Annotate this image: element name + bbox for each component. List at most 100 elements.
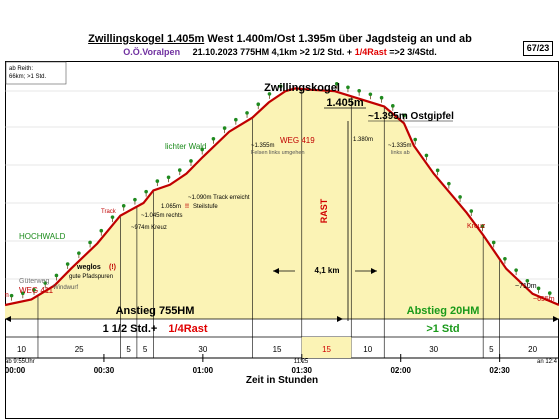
tree-icon xyxy=(77,251,81,259)
summit-elevation: 1.405m xyxy=(326,97,364,109)
title-main: Zwillingskogel 1.405m xyxy=(88,33,205,45)
rast-segment-fill xyxy=(301,337,352,358)
track-erreicht-label: ~1.090m Track erreicht xyxy=(188,195,250,201)
segment-labels: 10 25 5 5 30 15 15 10 30 5 20 xyxy=(17,337,538,358)
steilstufe-warning-label: !! xyxy=(185,204,189,210)
tree-icon xyxy=(435,168,440,176)
stats-label: 21.10.2023 775HM 4,1km >2 1/2 Std. + xyxy=(192,47,353,57)
tree-markers xyxy=(9,81,552,301)
windwurf-label: Windwurf xyxy=(53,285,78,291)
segment-duration-label: 10 xyxy=(17,345,26,354)
tree-icon xyxy=(391,104,395,111)
x-tick-label: 00:30 xyxy=(94,366,115,375)
alt-1380-label: 1.380m xyxy=(353,137,373,143)
anstieg-label: Anstieg 755HM xyxy=(116,305,195,317)
x-tick-label: 01:30 xyxy=(292,366,313,375)
tree-icon xyxy=(110,215,115,223)
segment-duration-label: 20 xyxy=(528,345,537,354)
tree-icon xyxy=(503,256,507,264)
alt-1335-label: ~1.335m xyxy=(388,143,412,149)
tree-icon xyxy=(245,111,249,118)
segment-duration-label: 5 xyxy=(126,345,131,354)
tree-icon xyxy=(88,240,92,248)
hochwald-label: HOCHWALD xyxy=(19,232,66,241)
segment-duration-label: 15 xyxy=(273,345,282,354)
rechts-label: ~1.045m rechts xyxy=(141,213,183,219)
tree-icon xyxy=(54,273,59,281)
tree-icon xyxy=(121,203,126,211)
tree-icon xyxy=(346,85,350,93)
summit-time-label: 11:25 xyxy=(294,359,309,365)
tree-icon xyxy=(177,168,182,176)
tree-icon xyxy=(211,137,216,144)
title-rest: West 1.400m/Ost 1.395m über Jagdsteig an… xyxy=(204,33,472,45)
tree-icon xyxy=(256,102,261,110)
arrow-right-icon xyxy=(371,268,377,274)
segment-duration-label: 30 xyxy=(429,345,438,354)
tree-icon xyxy=(166,175,171,183)
phase-arrow-right-icon xyxy=(553,316,559,322)
weglos-label: weglos xyxy=(76,264,101,271)
tree-icon xyxy=(234,117,238,125)
gute-pfadspuren-label: gute Pfadspuren xyxy=(69,274,113,280)
kreuz-label: Kreuz xyxy=(467,223,486,230)
info-line-2: 66km; >1 Std. xyxy=(9,74,47,80)
felsen-label: Felsen links umgehen xyxy=(251,150,305,156)
end-time-label: an 12:4 xyxy=(537,359,558,365)
abstieg-label: Abstieg 20HM xyxy=(407,305,480,317)
page-number: 67/23 xyxy=(523,41,553,56)
segment-duration-label: 25 xyxy=(75,345,84,354)
tree-icon xyxy=(334,81,339,89)
tree-icon xyxy=(491,240,496,248)
x-tick-label: 01:00 xyxy=(193,366,214,375)
weg419-label: WEG 419 xyxy=(280,136,315,145)
tree-icon xyxy=(267,92,272,99)
tree-icon xyxy=(43,281,48,289)
left-edge-label: m xyxy=(5,292,9,299)
tree-icon xyxy=(480,224,485,232)
alt-655-label: ~655m xyxy=(533,296,555,303)
subtitle: O.Ö.Voralpen 21.10.2023 775HM 4,1km >2 1… xyxy=(0,47,560,57)
segment-duration-label: 5 xyxy=(143,345,148,354)
tree-icon xyxy=(65,262,70,270)
kreuz-974-label: ~974m Kreuz xyxy=(131,225,167,231)
segment-duration-label: 15 xyxy=(322,345,331,354)
x-axis-label: Zeit in Stunden xyxy=(246,375,318,386)
x-tick-label: 00:00 xyxy=(5,366,26,375)
tree-icon xyxy=(222,126,227,134)
tree-icon xyxy=(368,92,373,100)
tree-icon xyxy=(9,293,14,301)
weglos-warning-label: (!) xyxy=(109,264,116,271)
tree-icon xyxy=(458,195,462,202)
anstieg-time-label: 1 1/2 Std.+ xyxy=(103,323,158,335)
total-label: =>2 3/4Std. xyxy=(389,47,437,57)
tree-icon xyxy=(357,88,361,96)
info-line-1: ab Reith: xyxy=(9,66,33,72)
lichter-wald-label: lichter Wald xyxy=(165,142,207,151)
tree-icon xyxy=(525,279,530,286)
x-tick-label: 02:30 xyxy=(489,366,510,375)
tree-icon xyxy=(278,84,283,92)
tree-icon xyxy=(547,291,552,299)
rast-vertical-label: RAST xyxy=(319,198,329,223)
elevation-chart: ab Reith: 66km; >1 Std. Zwillingskogel 1… xyxy=(5,61,559,419)
ostgipfel-label: ~1.395m Ostgipfel xyxy=(368,111,454,122)
tree-icon xyxy=(200,147,204,155)
phase-arrow-mid-icon xyxy=(337,316,343,322)
tree-icon xyxy=(189,159,193,166)
rast-label: 1/4Rast xyxy=(354,47,387,57)
segment-duration-label: 10 xyxy=(363,345,372,354)
tree-icon xyxy=(536,286,541,294)
steilstufe-altitude-label: 1.065m xyxy=(161,204,181,210)
distance-label: 4,1 km xyxy=(315,266,340,275)
summit-name: Zwillingskogel xyxy=(264,82,340,94)
profile-area xyxy=(5,88,559,320)
profile-line xyxy=(5,87,559,307)
phase-arrow-left-icon xyxy=(5,316,11,322)
x-tick-label: 02:00 xyxy=(390,366,411,375)
vertical-gridlines xyxy=(37,88,500,358)
tree-icon xyxy=(447,181,451,189)
track-label: Track xyxy=(101,209,117,215)
tree-icon xyxy=(424,153,429,161)
x-tick-labels: 00:00 00:30 01:00 01:30 02:00 02:30 xyxy=(5,354,510,375)
